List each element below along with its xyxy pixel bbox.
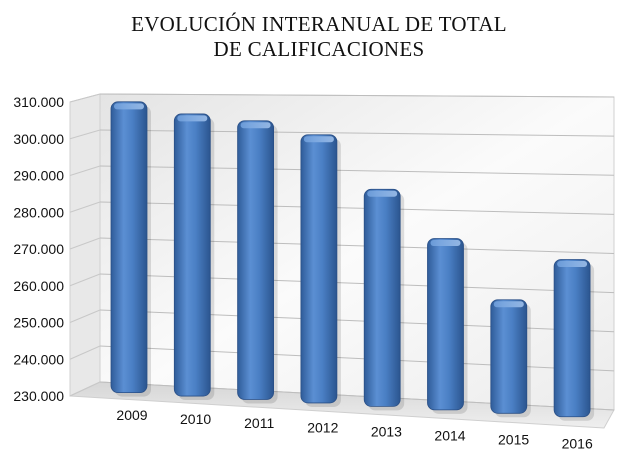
bar-2011 bbox=[237, 120, 278, 404]
y-axis: 230.000 240.000 250.000 260.000 270.000 280.0… bbox=[13, 94, 64, 404]
gridline-side bbox=[69, 381, 101, 397]
chart-title-line-2: DE CALIFICACIONES bbox=[213, 37, 425, 61]
y-tick-label: 260.000 bbox=[13, 278, 64, 294]
bar-top-highlight bbox=[240, 122, 271, 129]
bar bbox=[173, 113, 211, 397]
bar-2013 bbox=[363, 188, 405, 411]
bar-2010 bbox=[173, 113, 215, 401]
x-tick-label: 2015 bbox=[498, 432, 529, 448]
y-tick-label: 310.000 bbox=[13, 94, 64, 110]
gridline-side bbox=[69, 237, 101, 250]
bar-top-highlight bbox=[557, 261, 588, 268]
gridline-side bbox=[69, 129, 101, 140]
bar-top-highlight bbox=[367, 190, 398, 197]
gridline-side bbox=[69, 273, 101, 287]
side-wall bbox=[69, 93, 101, 397]
bar-2016 bbox=[553, 259, 595, 421]
bar-top-highlight bbox=[114, 103, 144, 110]
gridline-side bbox=[69, 165, 101, 176]
chart-title-line-1: EVOLUCIÓN INTERANUAL DE TOTAL bbox=[131, 12, 507, 36]
bar bbox=[490, 299, 528, 414]
bar-2014 bbox=[427, 238, 468, 414]
bar bbox=[237, 120, 275, 400]
y-tick-label: 250.000 bbox=[13, 315, 64, 331]
gridline bbox=[99, 93, 615, 98]
bar-top-highlight bbox=[303, 136, 334, 143]
y-tick-label: 300.000 bbox=[13, 131, 64, 147]
x-tick-label: 2013 bbox=[371, 423, 402, 439]
x-tick-label: 2011 bbox=[244, 415, 274, 431]
x-tick-label: 2010 bbox=[180, 411, 211, 427]
bar-2015 bbox=[490, 299, 531, 418]
chart-plot-area bbox=[69, 93, 615, 429]
gridline-side bbox=[69, 93, 101, 103]
bar bbox=[300, 134, 338, 404]
bar bbox=[363, 188, 401, 407]
x-axis: 2009 2010 2011 2012 2013 2014 2015 2016 bbox=[116, 407, 593, 452]
x-tick-label: 2016 bbox=[562, 436, 593, 452]
bar-2009 bbox=[110, 101, 151, 397]
bar bbox=[427, 238, 464, 411]
y-tick-label: 240.000 bbox=[13, 351, 64, 367]
bar-top-highlight bbox=[177, 115, 208, 122]
bar bbox=[110, 101, 148, 393]
y-tick-label: 280.000 bbox=[13, 204, 64, 220]
chart-title: EVOLUCIÓN INTERANUAL DE TOTAL DE CALIFIC… bbox=[0, 12, 638, 62]
bar-2012 bbox=[300, 134, 341, 407]
bar bbox=[553, 259, 591, 418]
y-tick-label: 290.000 bbox=[13, 168, 64, 184]
bar-top-highlight bbox=[493, 301, 524, 308]
y-tick-label: 230.000 bbox=[13, 388, 64, 404]
bars bbox=[110, 101, 595, 421]
gridline-side bbox=[69, 309, 101, 323]
x-tick-label: 2012 bbox=[307, 419, 338, 435]
x-tick-label: 2009 bbox=[116, 407, 147, 423]
gridline-side bbox=[69, 201, 101, 213]
gridline-side bbox=[69, 345, 101, 360]
y-tick-label: 270.000 bbox=[13, 241, 64, 257]
x-tick-label: 2014 bbox=[434, 428, 465, 444]
bar-top-highlight bbox=[430, 239, 461, 246]
